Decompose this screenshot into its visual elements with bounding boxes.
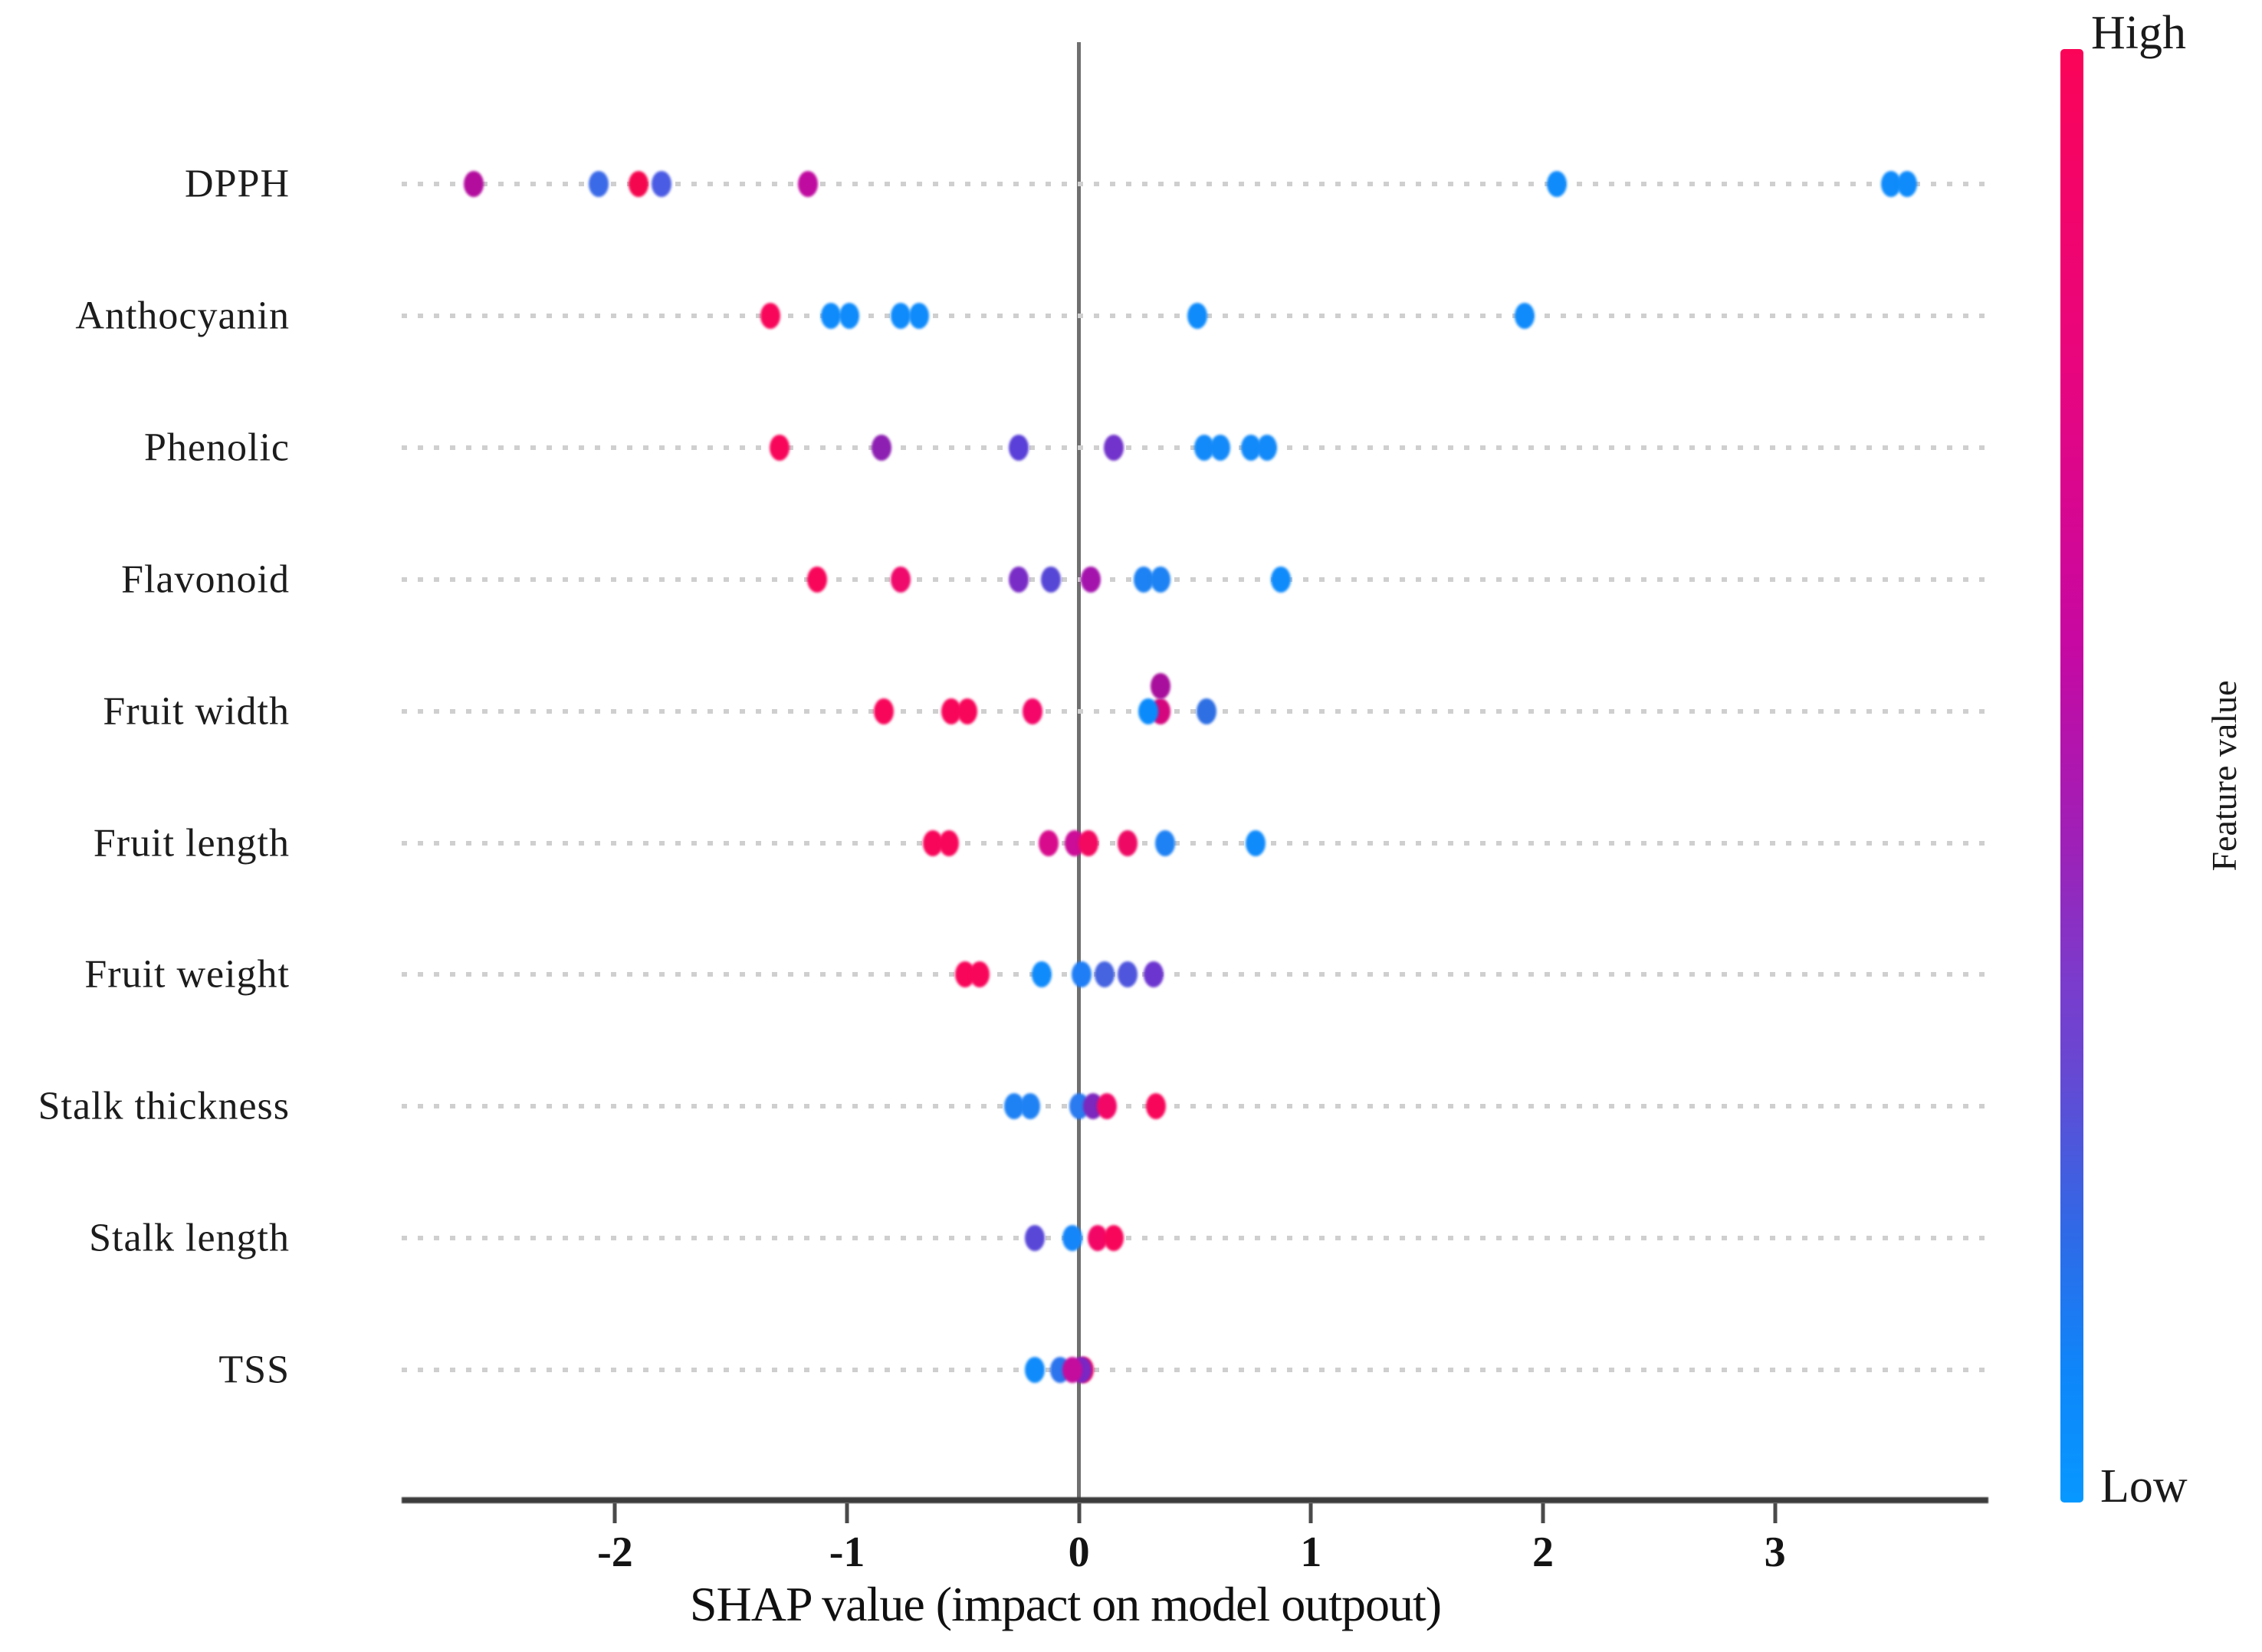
shap-dot [1138, 698, 1159, 724]
colorbar-high-label: High [2091, 7, 2186, 59]
shap-dot [1039, 829, 1059, 856]
shap-dot [1547, 171, 1568, 197]
shap-dot [770, 434, 790, 461]
shap-dot [890, 302, 911, 329]
y-axis-label-dpph: DPPH [185, 162, 290, 206]
shap-dot [1150, 566, 1170, 593]
feature-value-colorbar [2060, 49, 2083, 1503]
y-axis-label-fruit-length: Fruit length [93, 821, 290, 865]
shap-dot [839, 302, 860, 329]
row-guide-line [402, 708, 1988, 714]
y-axis-label-phenolic: Phenolic [144, 425, 290, 470]
shap-dot [1245, 829, 1266, 856]
x-tick-label: 0 [1068, 1529, 1090, 1576]
y-axis-label-tss: TSS [218, 1348, 290, 1392]
shap-dot [1009, 566, 1029, 593]
row-guide-line [402, 840, 1988, 846]
shap-dot [1094, 961, 1115, 988]
row-guide-line [402, 972, 1988, 977]
shap-dot [1025, 1357, 1046, 1384]
x-tick [1773, 1503, 1778, 1523]
shap-dot [1032, 961, 1052, 988]
shap-dot [1097, 1093, 1117, 1120]
y-axis-label-anthocyanin: Anthocyanin [75, 294, 290, 338]
shap-dot [1154, 829, 1175, 856]
shap-dot [874, 698, 895, 724]
shap-dot [1062, 1225, 1082, 1252]
shap-dot [1187, 302, 1208, 329]
x-tick-label: -1 [829, 1529, 865, 1576]
shap-dot [1062, 1357, 1082, 1384]
shap-dot [957, 698, 978, 724]
x-tick [1077, 1503, 1082, 1523]
y-axis-label-stalk-thickness: Stalk thickness [38, 1084, 290, 1128]
shap-dot [1143, 961, 1164, 988]
shap-dot [1118, 829, 1138, 856]
shap-dot [1270, 566, 1291, 593]
shap-dot [872, 434, 892, 461]
shap-dot [820, 302, 841, 329]
shap-dot [1145, 1093, 1166, 1120]
shap-dot [1256, 434, 1277, 461]
shap-dot [1025, 1225, 1046, 1252]
shap-dot [908, 302, 929, 329]
colorbar-low-label: Low [2100, 1460, 2188, 1512]
shap-dot [890, 566, 911, 593]
row-guide-line [402, 1236, 1988, 1241]
shap-dot [1197, 698, 1217, 724]
colorbar-title: Feature value [2205, 680, 2244, 872]
shap-dot [628, 171, 648, 197]
x-tick-label: 2 [1532, 1529, 1554, 1576]
shap-dot [463, 171, 484, 197]
shap-dot [1078, 829, 1098, 856]
y-axis-label-fruit-weight: Fruit weight [84, 952, 290, 997]
shap-dot [806, 566, 827, 593]
shap-dot [1514, 302, 1535, 329]
y-axis-label-flavonoid: Flavonoid [121, 557, 290, 602]
x-tick [1541, 1503, 1545, 1523]
zero-reference-line [1077, 42, 1082, 1500]
x-tick-label: 1 [1300, 1529, 1322, 1576]
y-axis-label-stalk-length: Stalk length [89, 1216, 290, 1260]
x-tick-label: 3 [1764, 1529, 1786, 1576]
x-tick-label: -2 [597, 1529, 633, 1576]
row-guide-line [402, 1368, 1988, 1373]
row-guide-line [402, 182, 1988, 186]
shap-dot [1080, 566, 1101, 593]
x-tick [1308, 1503, 1313, 1523]
shap-dot [1023, 698, 1043, 724]
shap-dot [760, 302, 781, 329]
y-axis-label-fruit-width: Fruit width [103, 689, 290, 734]
shap-dot [1210, 434, 1231, 461]
shap-dot [1897, 171, 1918, 197]
shap-dot [1041, 566, 1062, 593]
shap-dot [797, 171, 818, 197]
x-tick [845, 1503, 849, 1523]
x-axis-title: SHAP value (impact on model outpout) [689, 1577, 1442, 1631]
row-guide-line [402, 576, 1988, 582]
shap-dot [939, 829, 960, 856]
shap-dot [969, 961, 990, 988]
shap-dot [1071, 961, 1092, 988]
shap-dot [589, 171, 609, 197]
shap-dot [1118, 961, 1138, 988]
shap-dot [1104, 1225, 1124, 1252]
x-axis-line [402, 1497, 1988, 1503]
x-tick [612, 1503, 617, 1523]
shap-dot [1009, 434, 1029, 461]
shap-dot [1150, 672, 1170, 699]
shap-dot [651, 171, 671, 197]
row-guide-line [402, 1104, 1988, 1109]
shap-dot [1020, 1093, 1041, 1120]
shap-dot [1104, 434, 1124, 461]
